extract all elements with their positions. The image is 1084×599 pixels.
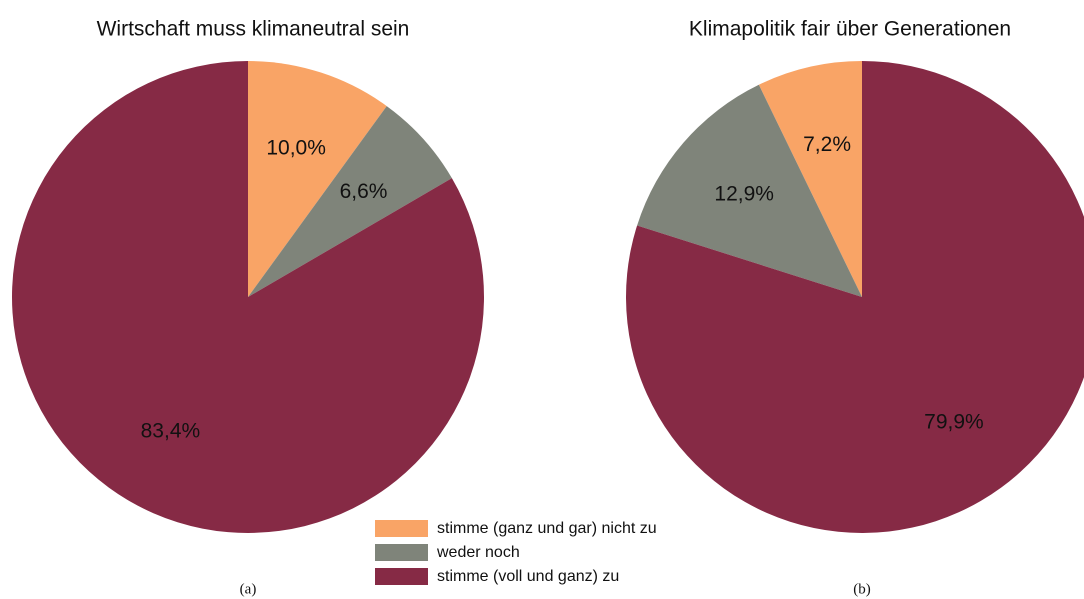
pie-slice xyxy=(11,61,484,533)
slice-label: 12,9% xyxy=(714,183,774,206)
slice-label: 83,4% xyxy=(141,420,201,443)
legend-swatch xyxy=(375,544,428,561)
pie-slice xyxy=(248,106,452,297)
slice-label: 10,0% xyxy=(266,136,326,159)
slice-label: 7,2% xyxy=(803,133,851,156)
chart-title: Klimapolitik fair über Generationen xyxy=(689,18,1011,41)
pie-slice xyxy=(626,61,1084,533)
caption: (b) xyxy=(853,581,871,597)
legend-swatch xyxy=(375,520,428,537)
pie-slice xyxy=(758,61,862,297)
slice-label: 79,9% xyxy=(924,410,984,433)
pie-slice xyxy=(248,61,387,297)
legend-swatch xyxy=(375,568,428,585)
slice-label: 6,6% xyxy=(340,180,388,203)
legend-label: stimme (voll und ganz) zu xyxy=(437,568,619,585)
chart-title: Wirtschaft muss klimaneutral sein xyxy=(97,18,410,41)
pie-slice xyxy=(637,84,862,298)
caption: (a) xyxy=(240,581,257,597)
legend-label: weder noch xyxy=(436,544,520,561)
legend-label: stimme (ganz und gar) nicht zu xyxy=(437,520,657,537)
